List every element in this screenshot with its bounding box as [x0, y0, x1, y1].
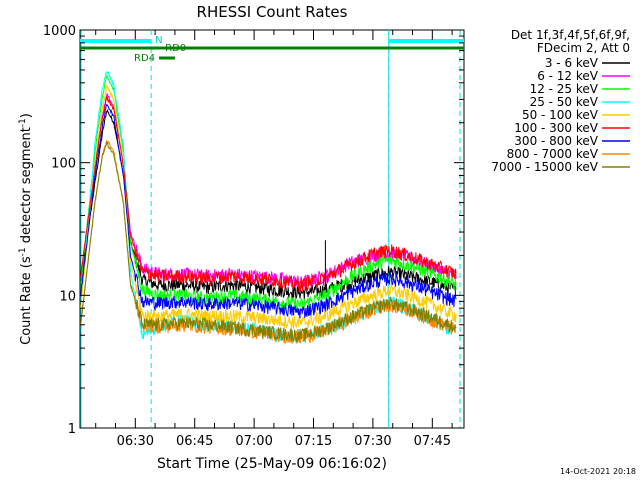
legend-label: 800 - 7000 keV [507, 147, 599, 161]
legend-label: 50 - 100 keV [522, 108, 599, 122]
rd0-label: RD0 [165, 43, 186, 54]
y-tick-label: 10 [59, 289, 76, 304]
legend-label: 3 - 6 keV [545, 56, 599, 70]
x-tick-label: 07:45 [414, 434, 451, 449]
y-tick-label: 1000 [43, 24, 76, 39]
x-tick-label: 07:00 [235, 434, 272, 449]
legend-label: 12 - 25 keV [530, 82, 599, 96]
x-axis-label: Start Time (25-May-09 06:16:02) [157, 456, 387, 472]
series-line [80, 141, 457, 343]
y-axis: 1 10 100 1000 [43, 24, 464, 437]
legend: Det 1f,3f,4f,5f,6f,9f, FDecim 2, Att 0 3… [491, 28, 630, 174]
series-line [80, 96, 457, 292]
legend-title-line-2: FDecim 2, Att 0 [537, 41, 630, 55]
y-tick-label: 1 [68, 422, 76, 437]
series-line [80, 139, 457, 346]
series-line [80, 108, 457, 300]
legend-label: 100 - 300 keV [514, 121, 598, 135]
x-axis: 06:30 06:45 07:00 07:15 07:30 07:45 [95, 30, 453, 449]
x-tick-label: 06:45 [176, 434, 213, 449]
legend-label: 7000 - 15000 keV [491, 160, 598, 174]
series-line [80, 83, 457, 329]
series-line [80, 103, 457, 319]
y-axis-label: Count Rate (s-1 detector segment-1) [18, 113, 34, 345]
legend-label: 300 - 800 keV [514, 134, 598, 148]
series-line [80, 73, 457, 313]
rd4-label: RD4 [134, 53, 155, 64]
legend-label: 6 - 12 keV [537, 69, 599, 83]
series-layer [80, 71, 457, 346]
x-tick-label: 06:30 [117, 434, 154, 449]
night-label: N [155, 35, 162, 46]
x-tick-label: 07:15 [295, 434, 332, 449]
x-tick-label: 07:30 [354, 434, 391, 449]
y-tick-label: 100 [51, 157, 76, 172]
legend-title-line-1: Det 1f,3f,4f,5f,6f,9f, [511, 28, 630, 42]
plot-frame [79, 29, 465, 429]
timestamp: 14-Oct-2021 20:18 [560, 467, 636, 476]
legend-label: 25 - 50 keV [530, 95, 599, 109]
chart-title: RHESSI Count Rates [197, 3, 348, 21]
